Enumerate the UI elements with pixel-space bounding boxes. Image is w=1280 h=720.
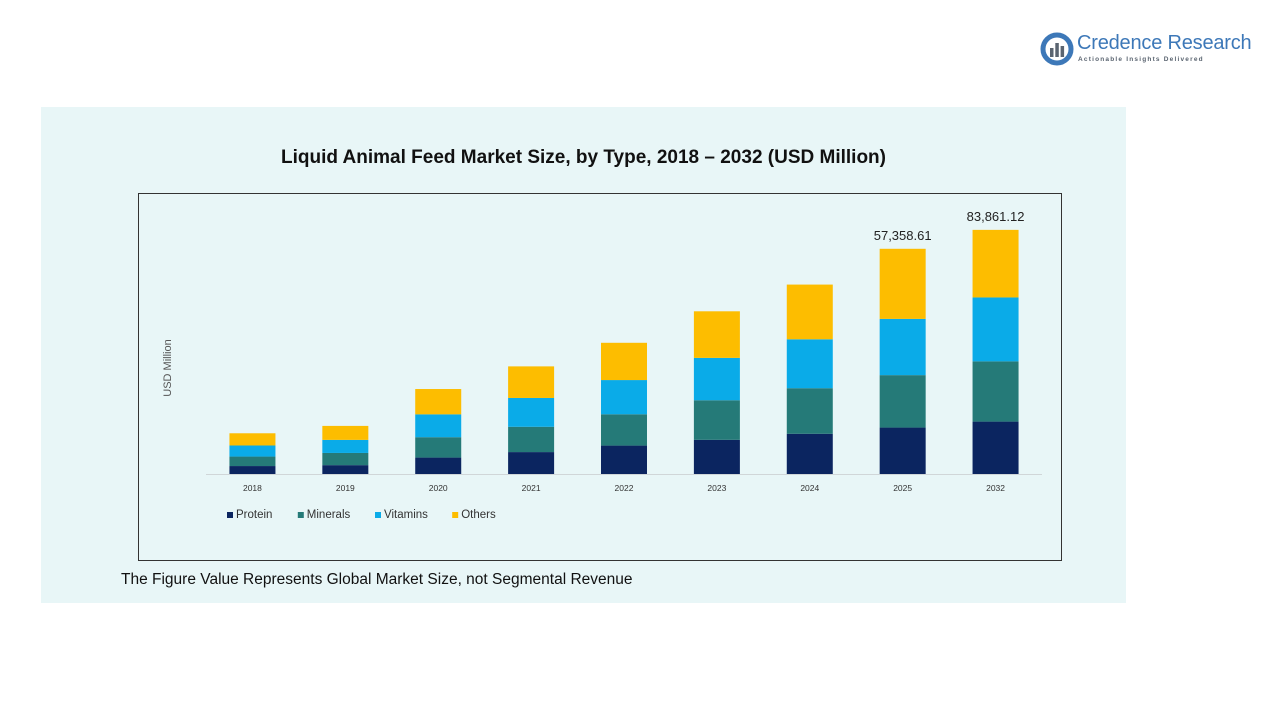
bar-protein-2032 — [972, 421, 1019, 474]
bar-vitamins-2018 — [229, 445, 276, 457]
bar-protein-2022 — [601, 445, 647, 474]
bar-others-2032 — [972, 229, 1019, 298]
x-tick-label-2021: 2021 — [522, 483, 541, 493]
chart-panel: Liquid Animal Feed Market Size, by Type,… — [41, 107, 1126, 603]
bar-vitamins-2024 — [786, 339, 833, 389]
chart-title: Liquid Animal Feed Market Size, by Type,… — [281, 147, 886, 168]
bar-others-2025 — [879, 248, 926, 319]
stacked-bar-chart: USD Million 2018 2019 2020 2021 2022 2023 2024 2… — [162, 209, 1042, 521]
data-label-2025: 57,358.61 — [874, 228, 932, 243]
bar-minerals-2025 — [879, 375, 926, 428]
x-tick-label-2019: 2019 — [336, 483, 355, 493]
bar-others-2020 — [415, 389, 462, 415]
bar-protein-2021 — [508, 452, 555, 474]
x-tick-label-2024: 2024 — [800, 483, 819, 493]
legend-swatch-protein — [227, 512, 233, 518]
x-tick-label-2022: 2022 — [615, 483, 634, 493]
legend-swatch-minerals — [297, 512, 304, 518]
bar-others-2022 — [601, 342, 647, 381]
bar-minerals-2019 — [322, 452, 369, 466]
x-tick-label-2025: 2025 — [893, 483, 912, 493]
bar-vitamins-2019 — [322, 439, 369, 453]
bar-protein-2024 — [786, 433, 833, 474]
bar-minerals-2024 — [786, 388, 833, 434]
bar-protein-2023 — [693, 439, 740, 474]
bar-vitamins-2020 — [415, 414, 462, 438]
bar-minerals-2023 — [693, 400, 740, 440]
bar-minerals-2032 — [972, 361, 1019, 422]
x-tick-label-2020: 2020 — [429, 483, 448, 493]
bar-protein-2025 — [879, 427, 926, 474]
bar-others-2024 — [786, 284, 833, 340]
legend-swatch-vitamins — [375, 512, 381, 518]
bar-others-2023 — [693, 311, 740, 358]
legend-label-others: Others — [461, 509, 496, 521]
bar-vitamins-2023 — [693, 357, 740, 401]
legend-swatch-others — [452, 512, 459, 518]
bar-minerals-2022 — [601, 414, 647, 446]
bar-others-2018 — [229, 433, 276, 446]
x-tick-label-2023: 2023 — [707, 483, 726, 493]
bar-vitamins-2021 — [508, 397, 555, 427]
brand-logo: Credence Research Actionable Insights De… — [1040, 30, 1260, 70]
bar-vitamins-2032 — [972, 297, 1019, 362]
bar-protein-2020 — [415, 457, 462, 474]
bar-protein-2018 — [229, 466, 276, 474]
bar-minerals-2018 — [229, 456, 276, 467]
plot-frame: USD Million 2018 2019 2020 2021 2022 2023 2024 2… — [138, 193, 1062, 561]
legend-label-protein: Protein — [236, 509, 272, 521]
legend-label-minerals: Minerals — [307, 509, 351, 521]
footnote: The Figure Value Represents Global Marke… — [121, 571, 633, 588]
x-tick-label-2032: 2032 — [986, 483, 1005, 493]
brand-name: Credence Research — [1077, 32, 1252, 54]
bar-vitamins-2022 — [601, 380, 647, 415]
x-tick-label-2018: 2018 — [243, 483, 262, 493]
brand-tagline: Actionable Insights Delivered — [1078, 56, 1204, 63]
bar-others-2021 — [508, 366, 555, 398]
bar-minerals-2021 — [508, 426, 555, 453]
bar-minerals-2020 — [415, 437, 462, 458]
y-axis-label: USD Million — [162, 339, 174, 396]
data-label-2032: 83,861.12 — [967, 209, 1025, 224]
bar-protein-2019 — [322, 465, 369, 474]
bar-vitamins-2025 — [879, 318, 926, 376]
legend-label-vitamins: Vitamins — [384, 509, 428, 521]
bar-others-2019 — [322, 425, 369, 440]
credence-research-logo-icon — [1040, 32, 1074, 66]
